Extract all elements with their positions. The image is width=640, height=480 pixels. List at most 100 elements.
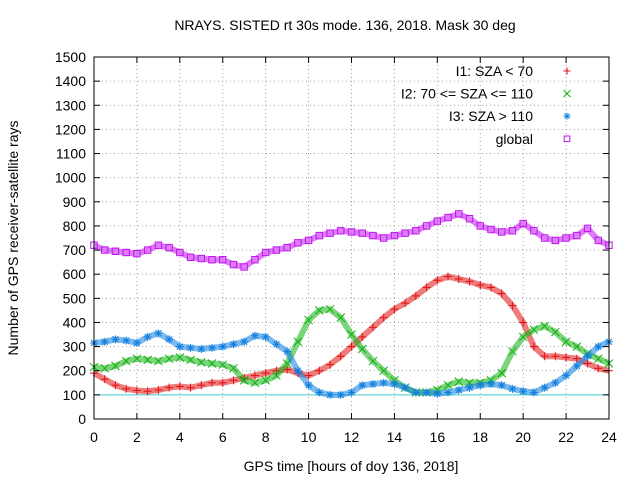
y-tick-label: 700 [63, 242, 87, 258]
data-point [347, 228, 356, 236]
data-point [219, 256, 227, 264]
data-point [111, 335, 120, 344]
data-point [422, 222, 431, 230]
x-tick-label: 22 [558, 429, 574, 445]
data-point [422, 283, 431, 292]
data-point [379, 313, 388, 322]
data-point [563, 112, 571, 120]
data-point [583, 352, 592, 361]
data-point [208, 256, 216, 264]
data-point [357, 344, 367, 354]
data-point [518, 332, 528, 342]
data-point [111, 247, 120, 255]
data-point [154, 356, 163, 366]
data-point [261, 369, 270, 378]
data-point [337, 227, 345, 235]
data-point [196, 357, 206, 367]
data-point [132, 386, 141, 395]
data-point [293, 337, 303, 347]
data-point [197, 345, 206, 354]
data-point [304, 236, 313, 245]
data-point [390, 231, 399, 240]
x-tick-label: 14 [387, 429, 403, 445]
data-point [401, 383, 410, 392]
data-point [304, 381, 313, 390]
data-point [325, 304, 335, 314]
data-point [218, 360, 228, 370]
data-point [111, 381, 120, 390]
data-point [529, 325, 539, 335]
data-point [239, 376, 249, 385]
data-point [540, 383, 549, 392]
data-point [122, 336, 131, 345]
data-point [283, 347, 292, 356]
y-tick-label: 0 [78, 411, 86, 427]
x-tick-label: 18 [472, 429, 488, 445]
legend-item: I2: 70 <= SZA <= 110 [401, 86, 571, 102]
series-global [90, 210, 613, 271]
data-point [133, 249, 141, 258]
data-point [261, 376, 271, 385]
x-tick-label: 10 [301, 429, 317, 445]
data-point [304, 315, 313, 325]
data-point [240, 263, 248, 271]
y-tick-label: 1500 [55, 49, 86, 65]
y-tick-label: 1400 [55, 73, 86, 89]
data-point [563, 89, 571, 98]
data-point [594, 342, 603, 351]
data-point [197, 254, 205, 263]
chart-title: NRAYS. SISTED rt 30s mode. 136, 2018. Ma… [174, 17, 515, 33]
data-point [422, 388, 431, 397]
data-point [390, 305, 399, 314]
y-tick-label: 900 [63, 194, 87, 210]
data-point [315, 366, 324, 375]
data-point [411, 388, 420, 397]
data-point [175, 342, 184, 351]
legend-label: I2: 70 <= SZA <= 110 [401, 86, 533, 102]
x-tick-label: 2 [133, 429, 141, 445]
data-point [465, 383, 474, 392]
data-point [486, 283, 495, 292]
legend-label: I3: SZA > 110 [449, 108, 533, 124]
y-axis-label: Number of GPS receiver-satellite rays [5, 121, 21, 356]
data-point [218, 378, 227, 387]
data-point [186, 355, 195, 365]
data-point [562, 234, 570, 242]
data-point [326, 390, 335, 399]
series-i2-70-sza-110 [89, 304, 614, 397]
data-point [573, 231, 581, 240]
data-point [563, 67, 571, 75]
data-point [444, 388, 453, 397]
x-tick-label: 6 [219, 429, 227, 445]
data-point [122, 384, 131, 393]
y-tick-label: 200 [63, 363, 87, 379]
y-tick-label: 600 [63, 266, 87, 282]
data-point [250, 371, 259, 380]
data-point [561, 337, 571, 347]
legend-label: global [496, 131, 533, 147]
data-point [314, 306, 324, 315]
data-point [390, 380, 399, 389]
data-point [229, 376, 238, 385]
y-tick-label: 1100 [56, 146, 86, 162]
data-point [497, 381, 506, 390]
x-axis-label: GPS time [hours of doy 136, 2018] [244, 458, 459, 474]
data-point [454, 386, 463, 395]
data-point [508, 384, 517, 393]
data-point [401, 299, 410, 308]
data-point [165, 383, 174, 392]
data-point [401, 229, 409, 237]
data-point [358, 381, 367, 390]
data-point [551, 327, 560, 337]
data-point [551, 236, 560, 245]
data-point [304, 371, 313, 380]
data-point [100, 363, 110, 373]
data-point [176, 248, 184, 257]
data-point [186, 343, 195, 352]
data-point [122, 248, 130, 257]
data-point [154, 241, 163, 249]
x-tick-label: 16 [430, 429, 446, 445]
data-point [476, 281, 485, 290]
data-point [358, 229, 366, 237]
data-point [572, 361, 581, 370]
